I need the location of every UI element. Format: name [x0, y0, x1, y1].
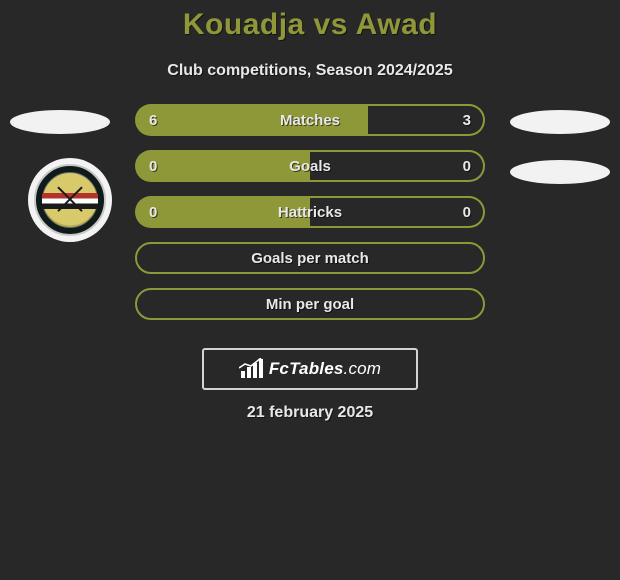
player-left-placeholder	[10, 110, 110, 134]
stat-value-right: 0	[463, 150, 471, 182]
comparison-stage: 6 Matches 3 0 Goals 0 0 Hattricks 0 Goal…	[0, 98, 620, 438]
stat-value-right: 3	[463, 104, 471, 136]
snapshot-date: 21 february 2025	[0, 404, 620, 422]
brand-text-light: .com	[344, 359, 382, 378]
stat-label: Matches	[135, 104, 485, 136]
stat-bar-min-per-goal: Min per goal	[135, 288, 485, 320]
stat-bar-goals-per-match: Goals per match	[135, 242, 485, 274]
stat-value-right: 0	[463, 196, 471, 228]
brand-badge: FcTables.com	[202, 348, 418, 390]
brand-text: FcTables.com	[269, 359, 381, 379]
stat-bars: 6 Matches 3 0 Goals 0 0 Hattricks 0 Goal…	[135, 104, 485, 320]
stat-bar-goals: 0 Goals 0	[135, 150, 485, 182]
player-right-placeholder	[510, 110, 610, 134]
stat-label: Hattricks	[135, 196, 485, 228]
page-title: Kouadja vs Awad	[0, 0, 620, 42]
club-badge	[28, 158, 112, 242]
page-subtitle: Club competitions, Season 2024/2025	[0, 62, 620, 80]
stat-label: Goals	[135, 150, 485, 182]
brand-chart-icon	[239, 358, 265, 380]
player-right-placeholder-2	[510, 160, 610, 184]
brand-text-strong: FcTables	[269, 359, 344, 378]
stat-bar-matches: 6 Matches 3	[135, 104, 485, 136]
stat-bar-hattricks: 0 Hattricks 0	[135, 196, 485, 228]
